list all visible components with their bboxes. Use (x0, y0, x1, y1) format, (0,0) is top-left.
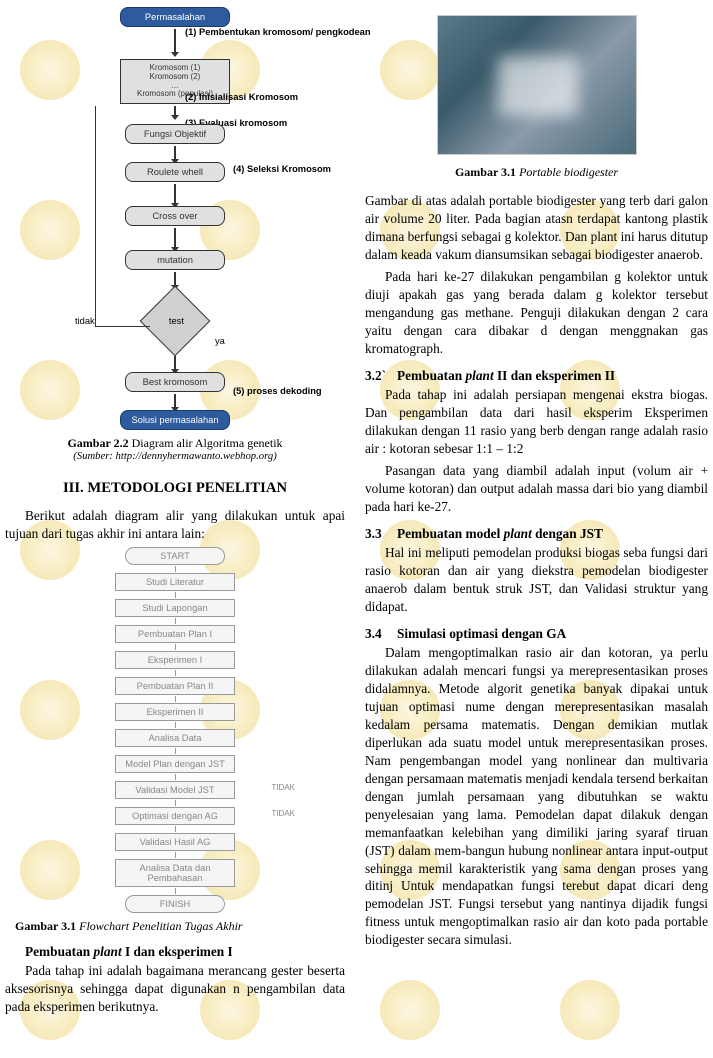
subsection-3-2-title: 3.2`Pembuatan plant II dan eksperimen II (365, 368, 708, 384)
fc-edge-label-1: (1) Pembentukan kromosom/ pengkodean (185, 27, 371, 37)
biodigester-para-1: Gambar di atas adalah portable biodigest… (365, 192, 708, 264)
fc2-eksperimen1: Eksperimen I (115, 651, 235, 669)
subsection-3-4-title: 3.4Simulasi optimasi dengan GA (365, 626, 708, 642)
subsection-3-1-body: Pada tahap ini adalah bagaimana merancan… (5, 962, 345, 1016)
fc-branch-no: tidak (75, 316, 95, 326)
watermark (560, 980, 620, 1040)
fig31-flowchart-caption: Gambar 3.1 Flowchart Penelitian Tugas Ak… (15, 919, 345, 934)
fig22-caption: Gambar 2.2 Diagram alir Algoritma geneti… (5, 436, 345, 451)
fc2-plan1: Pembuatan Plan I (115, 625, 235, 643)
biodigester-para-2: Pada hari ke-27 dilakukan pengambilan g … (365, 268, 708, 358)
subsection-3-1-title: Pembuatan plant I dan eksperimen I (25, 944, 345, 960)
fc2-finish: FINISH (125, 895, 225, 913)
fc2-start: START (125, 547, 225, 565)
subsection-3-4-body: Dalam mengoptimalkan rasio air dan kotor… (365, 644, 708, 950)
fc2-analisa: Analisa Data (115, 729, 235, 747)
fc2-validasi-jst: Validasi Model JST (115, 781, 235, 799)
fc2-optimasi-ag: Optimasi dengan AG (115, 807, 235, 825)
subsection-3-2-body-2: Pasangan data yang diambil adalah input … (365, 462, 708, 516)
fc-node-solusi: Solusi permasalahan (120, 410, 230, 430)
biodigester-photo (437, 15, 637, 155)
fc2-branch-tidak-1: TIDAK (271, 783, 295, 792)
fig22-source: (Sumber: http://dennyhermawanto.webhop.o… (5, 451, 345, 462)
fc-node-roulette: Roulete whell (125, 162, 225, 182)
fc2-eksperimen2: Eksperimen II (115, 703, 235, 721)
research-methodology-flowchart: START Studi Literatur Studi Lapongan Pem… (85, 547, 265, 913)
section-3-intro: Berikut adalah diagram alir yang dilakuk… (5, 507, 345, 543)
fc-node-crossover: Cross over (125, 206, 225, 226)
subsection-3-3-body: Hal ini meliputi pemodelan produksi biog… (365, 544, 708, 616)
fc-edge-label-4: (4) Seleksi Kromosom (233, 164, 331, 174)
left-column: Permasalahan (1) Pembentukan kromosom/ p… (0, 0, 350, 1025)
fc2-validasi-ag: Validasi Hasil AG (115, 833, 235, 851)
fc2-studi-lapangan: Studi Lapongan (115, 599, 235, 617)
fc-branch-yes: ya (215, 336, 225, 346)
subsection-3-2-body-1: Pada tahap ini adalah persiapan mengenai… (365, 386, 708, 458)
fc2-plan2: Pembuatan Plan II (115, 677, 235, 695)
fc2-model-jst: Model Plan dengan JST (115, 755, 235, 773)
fc2-branch-tidak-2: TIDAK (271, 809, 295, 818)
fc2-analisa-pembahasan: Analisa Data dan Pembahasan (115, 859, 235, 887)
fc-edge-label-5: (5) proses dekoding (233, 386, 322, 396)
right-column: Gambar 3.1 Portable biodigester Gambar d… (360, 0, 713, 958)
fc-node-mutation: mutation (125, 250, 225, 270)
fc-node-test: test (140, 286, 211, 357)
genetic-algorithm-flowchart: Permasalahan (1) Pembentukan kromosom/ p… (55, 7, 295, 430)
fc-node-best: Best kromosom (125, 372, 225, 392)
fc-node-permasalahan: Permasalahan (120, 7, 230, 27)
fc-edge-label-2: (2) Inisialisasi Kromosom (185, 92, 298, 102)
fc-node-fungsi-objektif: Fungsi Objektif (125, 124, 225, 144)
fig31-biodigester-caption: Gambar 3.1 Portable biodigester (365, 165, 708, 180)
subsection-3-3-title: 3.3Pembuatan model plant dengan JST (365, 526, 708, 542)
fc2-studi-literatur: Studi Literatur (115, 573, 235, 591)
section-3-title: III. METODOLOGI PENELITIAN (5, 480, 345, 497)
watermark (380, 980, 440, 1040)
